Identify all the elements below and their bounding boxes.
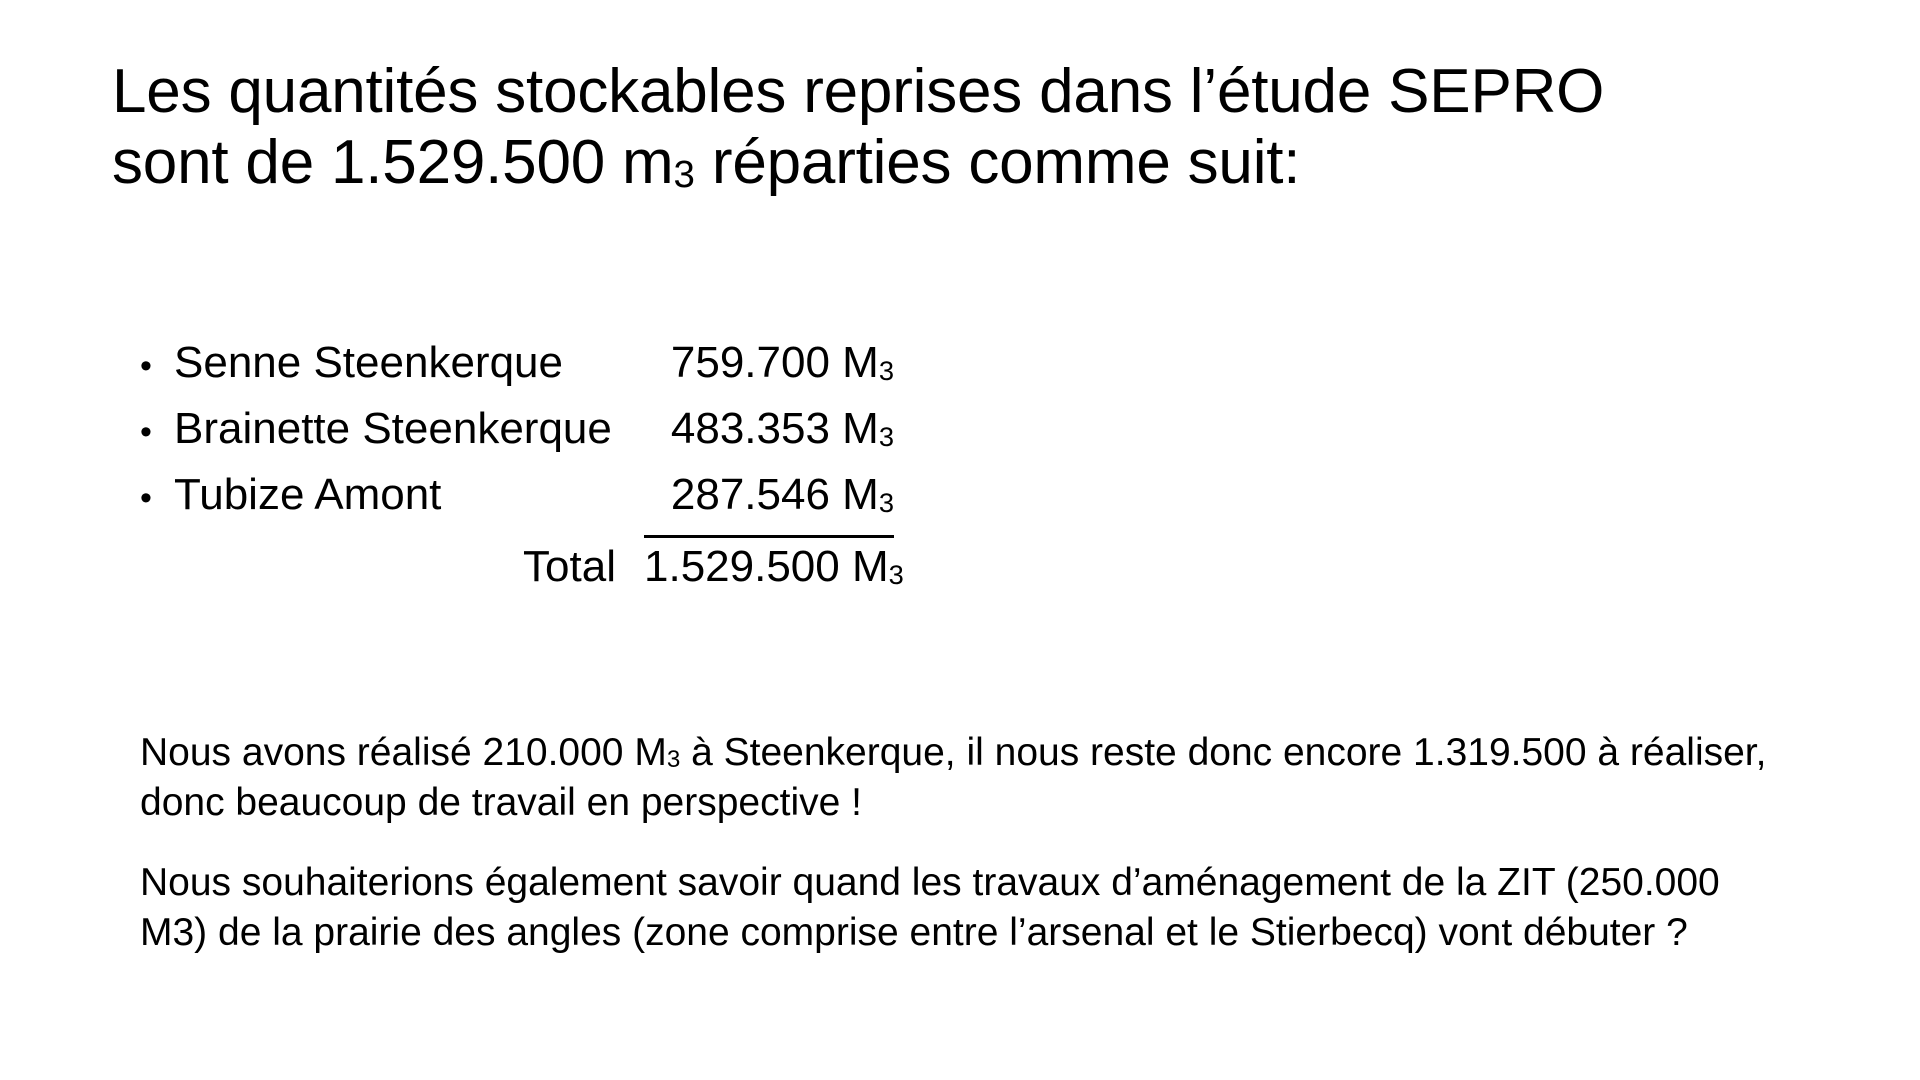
- total-number: 1.529.500 M: [644, 542, 889, 591]
- list-item: • Brainette Steenkerque 483.353 M3: [140, 396, 1140, 462]
- cubic-meter-subscript: 3: [666, 746, 681, 774]
- list-item-label: Tubize Amont: [174, 470, 442, 519]
- cubic-meter-subscript: 3: [888, 558, 904, 590]
- list-item-label: Senne Steenkerque: [174, 338, 563, 387]
- list-item: • Tubize Amont 287.546 M3: [140, 462, 1140, 538]
- slide-title-line-1: Les quantités stockables reprises dans l…: [112, 56, 1605, 126]
- paragraph-text-part-1: Nous avons réalisé 210.000 M: [140, 731, 667, 774]
- total-label: Total: [523, 542, 616, 591]
- cubic-meter-subscript: 3: [673, 153, 695, 197]
- paragraph-progress: Nous avons réalisé 210.000 M3 à Steenker…: [140, 728, 1780, 828]
- slide-title: Les quantités stockables reprises dans l…: [112, 56, 1832, 200]
- slide-title-line-2-suffix: réparties comme suit:: [694, 128, 1301, 198]
- value-number: 287.546 M: [670, 470, 879, 519]
- list-item-value: 759.700 M3: [644, 330, 894, 401]
- cubic-meter-subscript: 3: [878, 420, 894, 452]
- paragraph-text-part-2: à Steenkerque, il nous reste donc encore…: [140, 731, 1778, 824]
- bullet-icon: •: [140, 347, 152, 385]
- cubic-meter-subscript: 3: [878, 486, 894, 518]
- bullet-icon: •: [140, 413, 152, 451]
- value-number: 759.700 M: [670, 338, 879, 387]
- list-item-value-underlined: 287.546 M3: [644, 462, 894, 538]
- total-value: 1.529.500 M3: [644, 534, 904, 605]
- paragraph-question: Nous souhaiterions également savoir quan…: [140, 858, 1780, 958]
- body-paragraphs: Nous avons réalisé 210.000 M3 à Steenker…: [140, 728, 1780, 958]
- bullet-icon: •: [140, 479, 152, 517]
- list-item-label: Brainette Steenkerque: [174, 404, 612, 453]
- paragraph-text-part-1: Nous souhaiterions également savoir quan…: [140, 860, 1731, 954]
- value-number: 483.353 M: [670, 404, 879, 453]
- cubic-meter-subscript: 3: [878, 354, 894, 386]
- list-item: • Senne Steenkerque 759.700 M3: [140, 330, 1140, 396]
- list-item-value: 483.353 M3: [644, 396, 894, 467]
- quantity-list: • Senne Steenkerque 759.700 M3 • Brainet…: [140, 330, 1140, 605]
- total-row: Total 1.529.500 M3: [140, 534, 1140, 605]
- slide-title-line-2-prefix: sont de 1.529.500 m: [112, 128, 674, 198]
